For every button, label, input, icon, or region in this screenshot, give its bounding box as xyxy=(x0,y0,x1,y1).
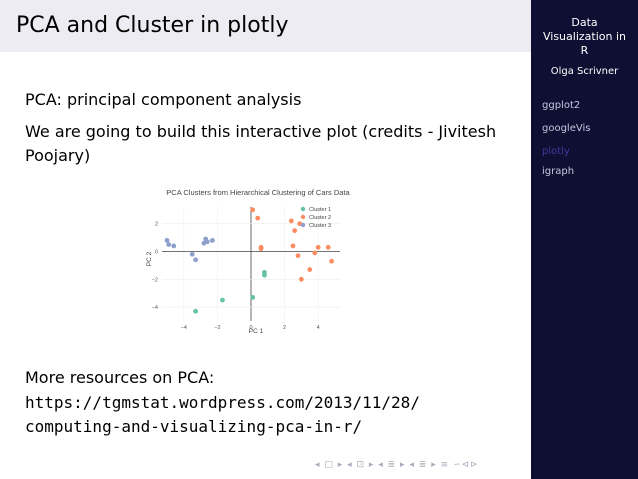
sidebar-item-plotly[interactable]: plotly xyxy=(542,146,570,157)
sidebar: Data Visualization in R Olga Scrivner gg… xyxy=(531,0,638,479)
scatter-point-cluster-2 xyxy=(255,215,261,221)
sidebar-item-igraph[interactable]: igraph xyxy=(542,166,575,177)
scatter-point-cluster-3 xyxy=(193,257,198,263)
scatter-point-cluster-2 xyxy=(292,228,298,234)
x-tick-label: −2 xyxy=(214,325,220,331)
scatter-point-cluster-3 xyxy=(189,251,195,257)
scatter-point-cluster-2 xyxy=(288,218,294,224)
scatter-point-cluster-2 xyxy=(329,258,335,264)
pca-definition: PCA: principal component analysis xyxy=(25,90,302,109)
scatter-point-cluster-2 xyxy=(315,244,321,250)
sidebar-item-googlevis[interactable]: googleVis xyxy=(542,123,591,134)
chart-title: PCA Clusters from Hierarchical Clusterin… xyxy=(166,188,350,197)
beamer-navigation-controls[interactable]: ◂ □ ▸ ◂ ⊡ ▸ ◂ ≣ ▸ ◂ ≣ ▸ ≡ ∽⊲⊳ xyxy=(315,460,479,470)
scatter-point-cluster-2 xyxy=(290,243,296,249)
scatter-point-cluster-3 xyxy=(171,243,177,249)
scatter-point-cluster-1 xyxy=(220,297,225,303)
scatter-point-cluster-3 xyxy=(201,240,207,246)
credits-line-1: We are going to build this interactive p… xyxy=(25,122,497,141)
credits-line-2: Poojary) xyxy=(25,146,91,165)
scatter-point-cluster-1 xyxy=(250,294,256,300)
sidebar-title-line: Visualization in xyxy=(542,30,626,43)
legend-label: Cluster 1 xyxy=(309,207,331,213)
sidebar-item-ggplot2[interactable]: ggplot2 xyxy=(542,100,581,111)
x-tick-label: −4 xyxy=(181,325,187,331)
legend-label: Cluster 3 xyxy=(309,223,331,229)
x-axis-label: PC 1 xyxy=(249,328,264,335)
scatter-point-cluster-2 xyxy=(312,250,318,256)
slide-title-bar: PCA and Cluster in plotly xyxy=(0,0,531,52)
scatter-point-cluster-2 xyxy=(295,253,301,259)
legend-marker xyxy=(300,222,306,228)
more-resources-label: More resources on PCA: xyxy=(25,368,215,387)
scatter-point-cluster-2 xyxy=(258,246,264,252)
scatter-point-cluster-2 xyxy=(298,276,304,282)
y-tick-label: −2 xyxy=(152,277,158,283)
resource-link-line-2[interactable]: computing-and-visualizing-pca-in-r/ xyxy=(25,417,363,436)
scatter-point-cluster-3 xyxy=(164,237,170,243)
scatter-point-cluster-3 xyxy=(209,237,215,243)
x-tick-label: 0 xyxy=(249,325,252,331)
scatter-point-cluster-3 xyxy=(166,242,172,247)
scatter-point-cluster-1 xyxy=(193,308,198,314)
sidebar-title-line: R xyxy=(580,44,589,57)
scatter-point-cluster-2 xyxy=(250,207,256,213)
y-tick-label: 0 xyxy=(155,249,158,255)
sidebar-title-line: Data xyxy=(571,16,598,29)
sidebar-author: Olga Scrivner xyxy=(550,66,619,77)
y-tick-label: 2 xyxy=(155,222,158,228)
x-tick-label: 2 xyxy=(283,325,286,331)
legend-marker xyxy=(300,214,306,220)
pca-cluster-chart[interactable]: PCA Clusters from Hierarchical Clusterin… xyxy=(140,183,350,338)
legend-label: Cluster 2 xyxy=(309,215,331,221)
y-tick-label: −4 xyxy=(152,305,158,311)
slide-title: PCA and Cluster in plotly xyxy=(16,13,289,38)
scatter-point-cluster-2 xyxy=(325,244,331,250)
resource-link-line-1[interactable]: https://tgmstat.wordpress.com/2013/11/28… xyxy=(25,393,420,412)
sidebar-title: Data Visualization in R xyxy=(531,16,638,58)
scatter-point-cluster-2 xyxy=(307,267,313,272)
scatter-point-cluster-1 xyxy=(262,272,267,278)
y-axis-label: PC 2 xyxy=(146,251,153,266)
x-tick-label: 4 xyxy=(317,325,320,331)
legend-marker xyxy=(300,206,306,212)
